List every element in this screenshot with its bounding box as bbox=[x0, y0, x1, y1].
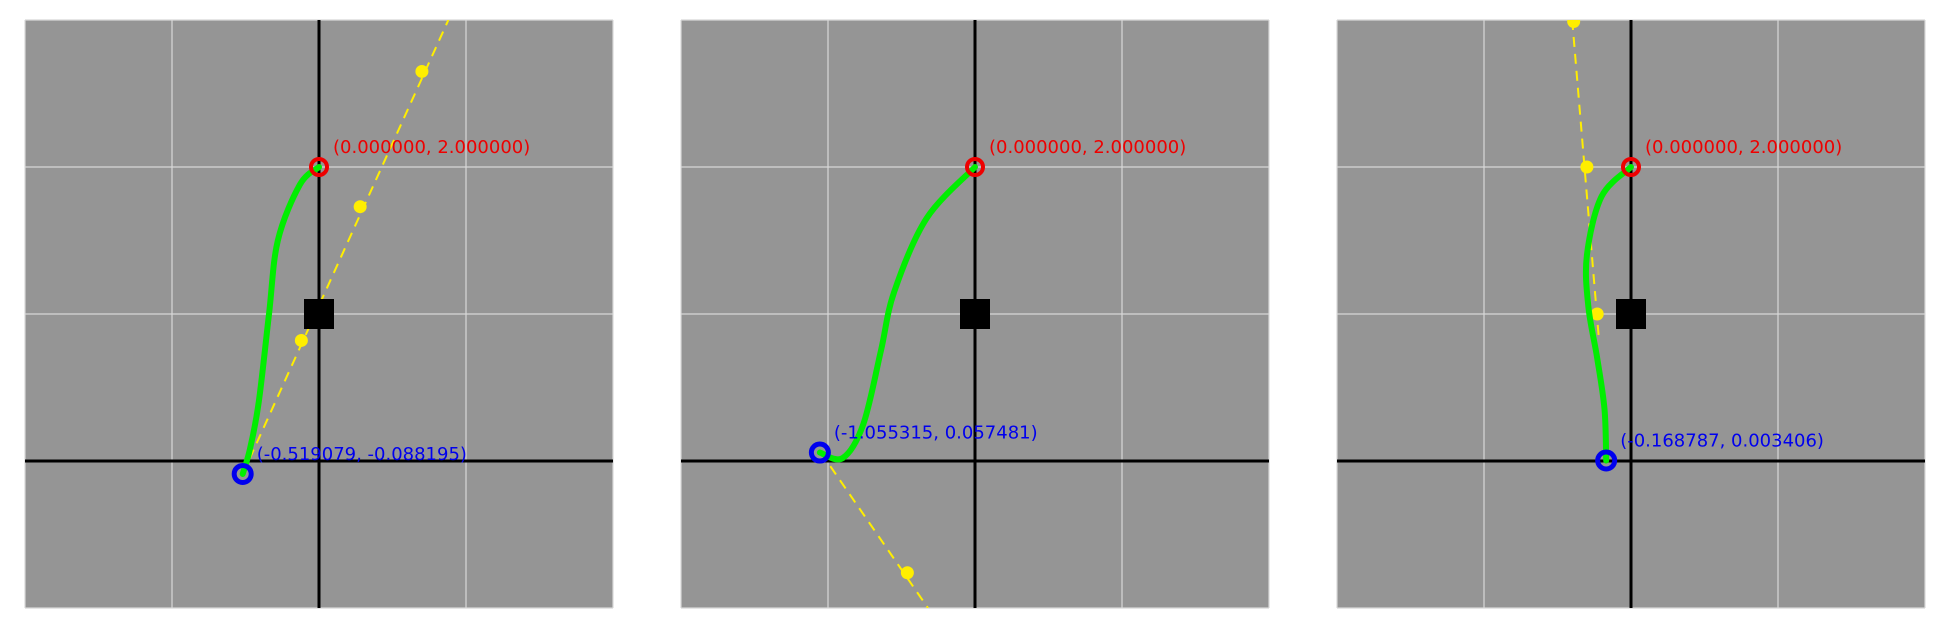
control-line bbox=[1571, 20, 1600, 337]
control-line bbox=[819, 451, 929, 608]
start-point-label: (0.000000, 2.000000) bbox=[1645, 137, 1842, 158]
control-line bbox=[241, 20, 450, 475]
start-point-marker bbox=[309, 157, 329, 177]
curve-path bbox=[1582, 164, 1634, 464]
diagram-panel-2: (0.000000, 2.000000) (-1.055315, 0.057481… bbox=[680, 19, 1270, 609]
center-marker bbox=[1616, 299, 1646, 329]
control-point bbox=[353, 200, 367, 214]
control-point bbox=[900, 566, 914, 580]
end-point-label: (-0.519079, -0.088195) bbox=[257, 444, 467, 465]
curve-path bbox=[816, 164, 978, 463]
start-point-label: (0.000000, 2.000000) bbox=[333, 137, 530, 158]
end-point-label: (-1.055315, 0.057481) bbox=[834, 423, 1038, 444]
curve-path bbox=[239, 164, 322, 477]
center-marker bbox=[304, 299, 334, 329]
end-point-marker bbox=[808, 441, 831, 464]
start-point-label: (0.000000, 2.000000) bbox=[989, 137, 1186, 158]
control-point bbox=[294, 333, 308, 347]
control-point bbox=[1590, 307, 1604, 321]
diagram-panel-3: (0.000000, 2.000000) (-0.168787, 0.003406… bbox=[1336, 19, 1926, 609]
end-point-marker bbox=[1595, 449, 1618, 472]
end-point-label: (-0.168787, 0.003406) bbox=[1620, 430, 1824, 451]
center-marker bbox=[960, 299, 990, 329]
control-point bbox=[1567, 20, 1581, 28]
start-point-marker bbox=[965, 157, 985, 177]
diagram-panel-1: (0.000000, 2.000000) (-0.519079, -0.08819… bbox=[24, 19, 614, 609]
control-point bbox=[415, 64, 429, 78]
end-point-marker bbox=[231, 462, 254, 485]
start-point-marker bbox=[1621, 157, 1641, 177]
control-point bbox=[1580, 160, 1594, 174]
